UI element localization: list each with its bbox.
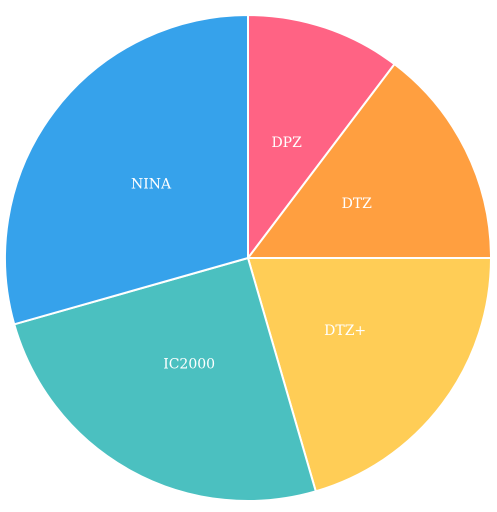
labels-layer: DPZ DTZ DTZ+ IC2000 NINA bbox=[131, 135, 372, 372]
slice-label-dtz: DTZ bbox=[342, 196, 373, 212]
slice-label-nina: NINA bbox=[131, 177, 172, 193]
slice-label-dtzplus: DTZ+ bbox=[324, 323, 366, 339]
slices-layer bbox=[4, 13, 493, 502]
pie-slice-dtz[interactable] bbox=[245, 62, 493, 259]
slice-label-ic2000: IC2000 bbox=[163, 356, 215, 372]
pie-slice-ic2000[interactable] bbox=[12, 256, 318, 502]
pie-slice-dpz[interactable] bbox=[247, 13, 396, 261]
slice-label-dpz: DPZ bbox=[271, 135, 302, 151]
pie-slice-nina[interactable] bbox=[4, 13, 249, 326]
pie-slice-dtzplus[interactable] bbox=[246, 257, 493, 493]
